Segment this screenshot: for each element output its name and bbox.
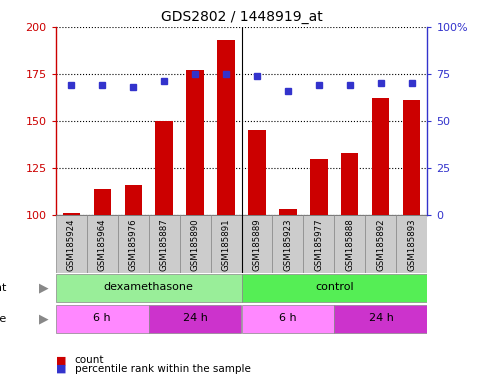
Text: GSM185976: GSM185976: [128, 218, 138, 271]
Text: GSM185923: GSM185923: [284, 218, 293, 271]
Text: control: control: [315, 282, 354, 292]
Bar: [211, 215, 242, 273]
Bar: [397, 215, 427, 273]
Bar: [372, 98, 389, 215]
Bar: [56, 274, 242, 302]
Bar: [117, 215, 149, 273]
Bar: [180, 215, 211, 273]
Text: GSM185889: GSM185889: [253, 218, 261, 271]
Bar: [242, 215, 272, 273]
Bar: [56, 305, 149, 333]
Text: ▶: ▶: [39, 281, 48, 295]
Bar: [403, 100, 421, 215]
Text: GSM185892: GSM185892: [376, 218, 385, 271]
Bar: [125, 185, 142, 215]
Bar: [366, 215, 397, 273]
Bar: [280, 209, 297, 215]
Text: time: time: [0, 314, 7, 324]
Text: GSM185890: GSM185890: [190, 218, 199, 271]
Text: GSM185977: GSM185977: [314, 218, 324, 271]
Bar: [311, 159, 327, 215]
Bar: [149, 215, 180, 273]
Text: GSM185964: GSM185964: [98, 218, 107, 271]
Text: 24 h: 24 h: [183, 313, 208, 323]
Text: GSM185893: GSM185893: [408, 218, 416, 271]
Text: 6 h: 6 h: [93, 313, 111, 323]
Bar: [149, 305, 242, 333]
Text: ■: ■: [56, 355, 66, 365]
Text: GSM185891: GSM185891: [222, 218, 230, 271]
Text: percentile rank within the sample: percentile rank within the sample: [75, 364, 251, 374]
Text: ▶: ▶: [39, 312, 48, 325]
Text: 6 h: 6 h: [279, 313, 297, 323]
Text: ■: ■: [56, 364, 66, 374]
Bar: [242, 305, 334, 333]
Bar: [217, 40, 235, 215]
Bar: [94, 189, 111, 215]
Bar: [186, 70, 203, 215]
Text: GSM185887: GSM185887: [159, 218, 169, 271]
Text: dexamethasone: dexamethasone: [103, 282, 194, 292]
Text: GSM185924: GSM185924: [67, 218, 75, 271]
Text: 24 h: 24 h: [369, 313, 394, 323]
Bar: [56, 215, 86, 273]
Bar: [86, 215, 117, 273]
Title: GDS2802 / 1448919_at: GDS2802 / 1448919_at: [161, 10, 322, 25]
Bar: [62, 213, 80, 215]
Bar: [341, 153, 358, 215]
Text: count: count: [75, 355, 104, 365]
Text: agent: agent: [0, 283, 7, 293]
Bar: [248, 131, 266, 215]
Bar: [303, 215, 334, 273]
Bar: [272, 215, 303, 273]
Bar: [334, 305, 427, 333]
Bar: [334, 215, 366, 273]
Text: GSM185888: GSM185888: [345, 218, 355, 271]
Bar: [156, 121, 172, 215]
Bar: [242, 274, 427, 302]
